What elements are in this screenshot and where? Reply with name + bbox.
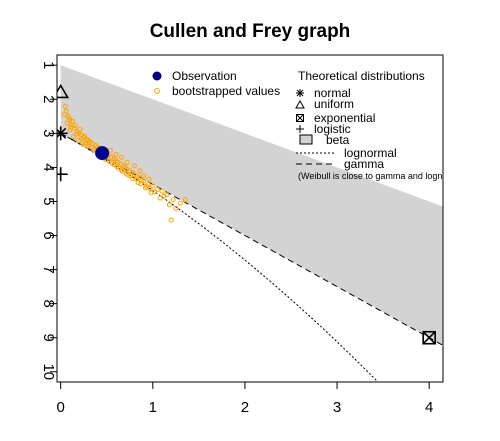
legend-note: (Weibull is close to gamma and lognormal…	[298, 171, 468, 181]
legend-normal-symbol	[296, 89, 304, 97]
bootstrap-point	[171, 198, 175, 202]
bootstrap-point	[178, 201, 182, 205]
legend-bootstrap-marker	[155, 89, 160, 94]
legend-bootstrap-label: bootstrapped values	[172, 84, 280, 98]
beta-region	[61, 65, 443, 345]
legend-exponential-symbol	[297, 115, 304, 122]
y-tick-label: 5	[40, 197, 57, 205]
y-tick-label: 3	[40, 129, 57, 137]
y-tick-label: 4	[40, 163, 57, 171]
x-tick-label: 0	[57, 399, 65, 416]
y-tick-label: 8	[40, 299, 57, 307]
y-tick-label: 2	[40, 95, 57, 103]
observation-point	[95, 146, 109, 160]
legend-uniform-label: uniform	[314, 97, 354, 111]
y-axis: 1 2 3 4 5 6 7 8 9 10	[40, 61, 57, 380]
bootstrap-point	[160, 189, 164, 193]
x-tick-label: 1	[149, 399, 157, 416]
x-axis: 0 1 2 3 4	[57, 382, 434, 416]
chart-title: Cullen and Frey graph	[150, 21, 351, 42]
x-tick-label: 4	[425, 399, 433, 416]
y-tick-label: 7	[40, 265, 57, 273]
y-tick-label: 6	[40, 231, 57, 239]
y-tick-label: 1	[40, 61, 57, 69]
x-tick-label: 3	[333, 399, 341, 416]
legend-gamma-label: gamma	[344, 157, 384, 171]
x-tick-label: 2	[241, 399, 249, 416]
bootstrap-point	[167, 203, 171, 207]
bootstrap-point	[153, 190, 157, 194]
legend-observation-marker	[153, 72, 162, 81]
legend-beta-label: beta	[326, 133, 350, 147]
legend-beta-swatch	[300, 135, 312, 144]
bootstrap-point	[169, 218, 173, 222]
legend-uniform-symbol	[296, 101, 304, 108]
legend-observation-label: Observation	[172, 69, 237, 83]
y-tick-label: 9	[40, 334, 57, 342]
legend-header: Theoretical distributions	[298, 69, 425, 83]
y-tick-label: 10	[40, 363, 57, 380]
legend-logistic-symbol	[296, 125, 304, 133]
